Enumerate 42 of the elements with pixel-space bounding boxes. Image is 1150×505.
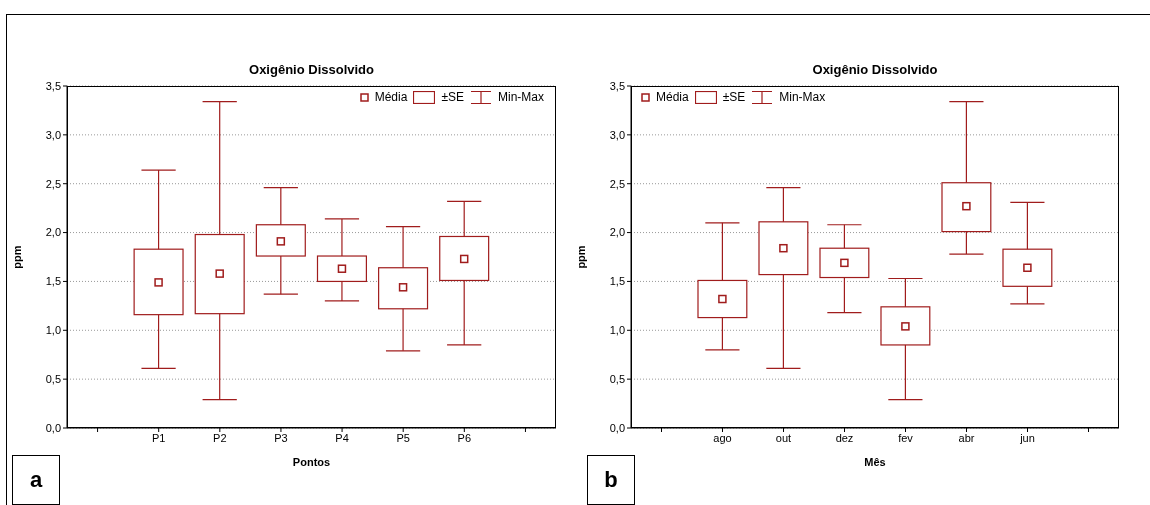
y-tick-label: 1,0: [609, 324, 625, 337]
y-axis-title: ppm: [574, 245, 587, 269]
y-tick-label: 0,5: [45, 373, 61, 386]
y-tick-label: 3,0: [609, 128, 625, 141]
x-tick-label: P3: [274, 431, 288, 444]
y-tick-label: 2,0: [609, 226, 625, 239]
x-tick-label: abr: [958, 431, 975, 444]
x-axis-title: Pontos: [292, 456, 331, 468]
annotation: ±SE: [722, 90, 746, 104]
text: Min-Max: [497, 90, 544, 104]
y-tick-label: 2,5: [45, 177, 61, 190]
annotation: Min-Max: [779, 90, 826, 104]
y-tick-label: 0,0: [45, 421, 61, 434]
y-tick-label: 3,5: [45, 79, 61, 92]
x-tick-label: P4: [335, 431, 349, 444]
y-tick-label: 1,5: [609, 275, 625, 288]
y-tick-label: 1,0: [45, 324, 61, 337]
x-tick-label: dez: [835, 431, 854, 444]
y-tick-label: 1,5: [45, 275, 61, 288]
x-axis-title: Mês: [864, 456, 886, 468]
y-axis-title: ppm: [10, 245, 23, 269]
text: Média: [656, 90, 689, 104]
text: b: [587, 455, 635, 505]
y-tick-label: 3,0: [45, 128, 61, 141]
x-tick-label: P5: [396, 431, 410, 444]
y-tick-label: 2,5: [609, 177, 625, 190]
chart-title: Oxigênio Dissolvido: [248, 62, 375, 77]
annotation: ±SE: [441, 90, 464, 104]
chart-title: Oxigênio Dissolvido: [811, 62, 939, 77]
y-tick-label: 3,5: [609, 79, 625, 92]
x-tick-label: ago: [713, 431, 732, 444]
text: a: [12, 455, 60, 505]
x-tick-label: P6: [457, 431, 472, 444]
x-tick-label: fev: [898, 431, 914, 444]
x-tick-label: jun: [1019, 431, 1035, 444]
x-tick-label: P2: [213, 431, 227, 444]
y-tick-label: 0,5: [609, 373, 625, 386]
annotation: Média: [374, 90, 408, 104]
x-tick-label: P1: [151, 431, 166, 444]
y-tick-label: 0,0: [609, 421, 625, 434]
x-tick-label: out: [775, 431, 792, 444]
y-tick-label: 2,0: [45, 226, 61, 239]
